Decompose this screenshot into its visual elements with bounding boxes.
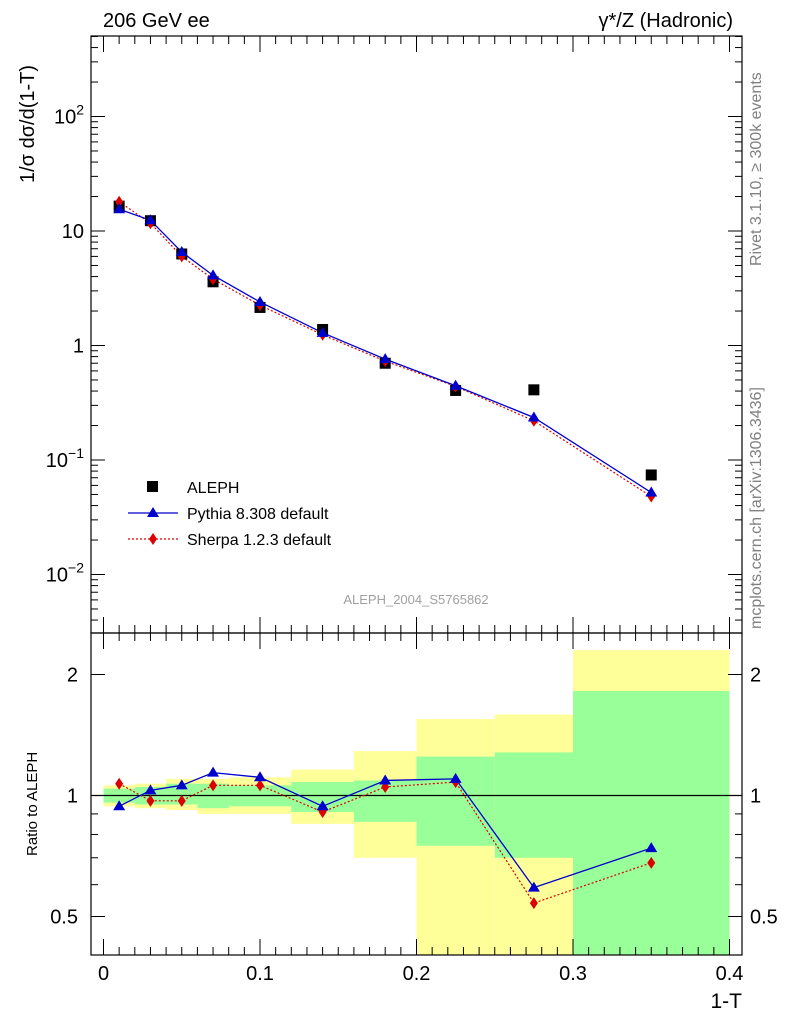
inner-uncertainty-band [573, 690, 730, 955]
main-y-tick-label: 1 [73, 336, 84, 358]
legend-pythia-marker [147, 507, 159, 517]
ratio-uncertainty-bands [103, 650, 730, 955]
pythia-point [144, 214, 157, 225]
sherpa-ratio-point [256, 779, 264, 792]
pythia-ratio-point [113, 800, 126, 811]
sherpa-ratio-point [177, 794, 186, 807]
sherpa-ratio-point [529, 897, 538, 910]
ratio-y-tick-label-right: 2 [750, 665, 761, 687]
legend-sherpa-marker [149, 533, 157, 545]
pythia-ratio-point [527, 881, 540, 892]
rivet-version-label: Rivet 3.1.10, ≥ 300k events [748, 72, 765, 266]
ratio-y-tick-label-right: 0.5 [750, 907, 778, 929]
pythia-point [207, 269, 220, 280]
pythia-ratio-point [254, 771, 266, 782]
ratio-y-tick-label-left: 2 [67, 665, 78, 687]
legend: ALEPH Pythia 8.308 default Sherpa 1.2.3 … [128, 480, 332, 549]
x-tick-label: 0 [98, 963, 109, 985]
sherpa-ratio-point [115, 777, 124, 790]
sherpa-point [115, 195, 124, 208]
pythia-ratio-point [316, 800, 329, 811]
ratio-plot-frame [90, 632, 743, 956]
main-axis-ticks: 10−2 10−1 1 10 102 [46, 35, 742, 633]
pythia-ratio-point [144, 784, 157, 795]
ratio-y-tick-label-right: 1 [750, 786, 761, 808]
ratio-y-tick-label-left: 1 [67, 786, 78, 808]
ratio-panel: 2 2 1 1 0.5 0.5 0 0.1 0.2 0.3 0.4 [50, 632, 778, 985]
sherpa-line [118, 201, 652, 498]
pythia-line [118, 208, 652, 494]
main-y-tick-label: 10 [62, 221, 84, 243]
inner-uncertainty-band [494, 752, 573, 858]
pythia-ratio-point [449, 772, 462, 783]
pythia-ratio-line [118, 771, 652, 889]
x-tick-label: 0.2 [403, 963, 431, 985]
inner-uncertainty-band [166, 783, 198, 805]
main-y-tick-label: 10−1 [46, 445, 84, 472]
aleph-point [528, 384, 540, 396]
x-axis-label: 1-T [711, 990, 743, 1013]
x-tick-label: 0.4 [716, 963, 744, 985]
pythia-ratio-point [207, 766, 220, 777]
pythia-ratio-point [175, 779, 188, 790]
legend-pythia-label: Pythia 8.308 default [187, 506, 329, 523]
legend-entry-pythia: Pythia 8.308 default [128, 506, 329, 523]
pythia-point [113, 203, 126, 214]
main-y-tick-label: 102 [54, 102, 84, 129]
sherpa-ratio-point [209, 779, 218, 792]
inner-uncertainty-band [416, 756, 495, 846]
pythia-ratio-point [379, 774, 392, 785]
ratio-y-axis-label: Ratio to ALEPH [24, 752, 41, 856]
pythia-point [527, 411, 540, 422]
pythia-point [175, 246, 188, 257]
aleph-point [645, 469, 657, 481]
legend-entry-sherpa: Sherpa 1.2.3 default [128, 532, 332, 549]
pythia-ratio-point [645, 842, 658, 853]
ratio-y-tick-label-left: 0.5 [50, 907, 78, 929]
main-y-tick-label: 10−2 [46, 560, 84, 587]
x-tick-label: 0.3 [559, 963, 587, 985]
main-panel: 10−2 10−1 1 10 102 ALEPH_2004_S5765862 ALEPH… [46, 35, 743, 634]
ratio-axis-ticks: 2 2 1 1 0.5 0.5 0 0.1 0.2 0.3 0.4 [50, 633, 778, 985]
legend-aleph-label: ALEPH [187, 480, 239, 497]
header-left-title: 206 GeV ee [103, 10, 210, 32]
legend-sherpa-label: Sherpa 1.2.3 default [187, 532, 332, 549]
sherpa-ratio-point [146, 794, 155, 807]
pythia-point [379, 353, 392, 364]
header-right-title: γ*/Z (Hadronic) [599, 10, 733, 32]
analysis-watermark: ALEPH_2004_S5765862 [343, 592, 488, 607]
pythia-point [254, 295, 266, 306]
pythia-point [449, 379, 462, 390]
legend-entry-aleph: ALEPH [147, 480, 239, 497]
x-tick-label: 0.1 [246, 963, 274, 985]
pythia-point [316, 326, 329, 337]
main-y-axis-label: 1/σ dσ/d(1-T) [17, 65, 39, 183]
legend-aleph-marker [147, 481, 158, 492]
pythia-point [645, 486, 658, 497]
sherpa-ratio-point [647, 856, 656, 869]
mcplots-reference-label: mcplots.cern.ch [arXiv:1306.3436] [748, 387, 765, 629]
